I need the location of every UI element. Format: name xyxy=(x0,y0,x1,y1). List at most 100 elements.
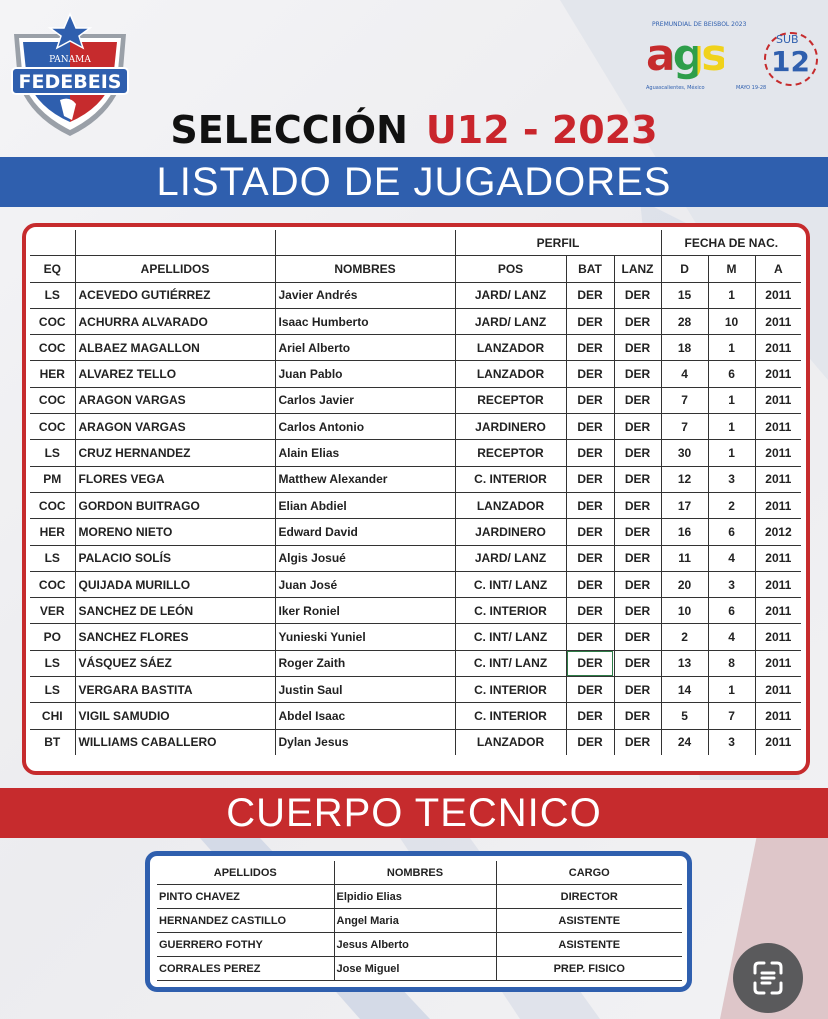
player-row: BT WILLIAMS CABALLERO Dylan Jesus LANZADOR D… xyxy=(30,728,802,755)
player-cell-bat: DER xyxy=(565,307,615,336)
staff-cell-apellidos: PINTO CHAVEZ xyxy=(157,884,335,909)
player-cell-apellidos: CRUZ HERNANDEZ xyxy=(74,439,276,467)
player-cell-lanz: DER xyxy=(613,307,662,336)
player-cell-eq: PO xyxy=(30,623,76,651)
player-cell-apellidos: ACHURRA ALVARADO xyxy=(74,307,276,336)
player-cell-lanz: DER xyxy=(613,334,662,362)
player-cell-pos: LANZADOR xyxy=(454,491,567,520)
player-cell-a: 2011 xyxy=(754,702,802,730)
logo-right-date: MAYO 19-28 xyxy=(736,85,767,91)
player-cell-m: 8 xyxy=(707,649,756,678)
player-cell-a: 2011 xyxy=(754,386,802,415)
player-cell-a: 2011 xyxy=(754,544,802,572)
player-cell-eq: COC xyxy=(30,570,76,599)
staff-cell-cargo: ASISTENTE xyxy=(495,908,682,933)
player-cell-nombres: Yunieski Yuniel xyxy=(274,623,456,651)
blank-header xyxy=(274,230,456,257)
player-row: COC ARAGON VARGAS Carlos Javier RECEPTOR DER… xyxy=(30,386,802,415)
players-banner: LISTADO DE JUGADORES xyxy=(0,157,828,207)
column-header-bat: BAT xyxy=(565,255,615,283)
player-cell-pos: C. INTERIOR xyxy=(454,597,567,625)
column-header-a: A xyxy=(754,255,802,283)
player-cell-nombres: Juan Pablo xyxy=(274,360,456,388)
player-row: COC GORDON BUITRAGO Elian Abdiel LANZADOR DE… xyxy=(30,491,802,520)
player-cell-a: 2011 xyxy=(754,307,802,336)
staff-cell-cargo: DIRECTOR xyxy=(495,884,682,909)
player-cell-m: 3 xyxy=(707,570,756,599)
logo-right-location: Aguascalientes, México xyxy=(646,85,705,91)
player-cell-bat: DER xyxy=(565,281,615,309)
player-cell-pos: C. INT/ LANZ xyxy=(454,570,567,599)
player-cell-m: 7 xyxy=(707,702,756,730)
player-cell-d: 16 xyxy=(660,518,709,546)
player-cell-nombres: Edward David xyxy=(274,518,456,546)
player-cell-m: 3 xyxy=(707,728,756,755)
player-cell-bat: DER xyxy=(565,649,615,678)
player-cell-d: 5 xyxy=(660,702,709,730)
logo-right-badge: SUB xyxy=(776,33,799,46)
player-cell-bat: DER xyxy=(565,702,615,730)
player-cell-nombres: Alain Elias xyxy=(274,439,456,467)
player-cell-d: 14 xyxy=(660,676,709,704)
logo-right-number: 12 xyxy=(771,45,810,78)
player-cell-apellidos: VIGIL SAMUDIO xyxy=(74,702,276,730)
player-cell-nombres: Elian Abdiel xyxy=(274,491,456,520)
player-cell-lanz: DER xyxy=(613,439,662,467)
player-cell-bat: DER xyxy=(565,386,615,415)
players-table-container: PERFIL FECHA DE NAC. EQ APELLIDOS NOMBRES P… xyxy=(22,223,810,775)
logo-right-top-text: PREMUNDIAL DE BEISBOL 2023 xyxy=(652,21,747,28)
player-cell-lanz: DER xyxy=(613,544,662,572)
player-cell-nombres: Carlos Javier xyxy=(274,386,456,415)
column-header-eq: EQ xyxy=(30,255,76,283)
staff-banner: CUERPO TECNICO xyxy=(0,788,828,838)
staff-row: PINTO CHAVEZ Elpidio Elias DIRECTOR xyxy=(157,884,682,909)
staff-header-cargo: CARGO xyxy=(495,861,682,885)
player-cell-d: 12 xyxy=(660,465,709,493)
player-cell-pos: LANZADOR xyxy=(454,728,567,755)
player-row: PM FLORES VEGA Matthew Alexander C. INTERIO… xyxy=(30,465,802,493)
player-row: LS ACEVEDO GUTIÉRREZ Javier Andrés JARD/ LA… xyxy=(30,281,802,309)
player-cell-eq: LS xyxy=(30,281,76,309)
player-cell-apellidos: QUIJADA MURILLO xyxy=(74,570,276,599)
staff-cell-nombres: Jose Miguel xyxy=(333,956,497,981)
player-cell-m: 3 xyxy=(707,465,756,493)
perfil-header: PERFIL xyxy=(454,230,662,257)
player-cell-d: 20 xyxy=(660,570,709,599)
scan-text-button[interactable] xyxy=(733,943,803,1013)
player-cell-lanz: DER xyxy=(613,386,662,415)
column-header-apellidos: APELLIDOS xyxy=(74,255,276,283)
player-cell-a: 2011 xyxy=(754,649,802,678)
player-row: PO SANCHEZ FLORES Yunieski Yuniel C. INT/ L… xyxy=(30,623,802,651)
player-cell-d: 7 xyxy=(660,413,709,441)
player-cell-nombres: Roger Zaith xyxy=(274,649,456,678)
player-cell-pos: C. INTERIOR xyxy=(454,702,567,730)
player-row: VER SANCHEZ DE LEÓN Iker Roniel C. INTERIOR… xyxy=(30,597,802,625)
player-cell-eq: HER xyxy=(30,518,76,546)
staff-row: GUERRERO FOTHY Jesus Alberto ASISTENTE xyxy=(157,932,682,957)
logo-left-top-text: PANAMA xyxy=(49,55,91,65)
player-cell-m: 4 xyxy=(707,544,756,572)
player-cell-apellidos: ALBAEZ MAGALLON xyxy=(74,334,276,362)
player-cell-m: 1 xyxy=(707,281,756,309)
player-cell-pos: JARD/ LANZ xyxy=(454,281,567,309)
player-cell-nombres: Algis Josué xyxy=(274,544,456,572)
player-cell-lanz: DER xyxy=(613,491,662,520)
player-cell-apellidos: PALACIO SOLÍS xyxy=(74,544,276,572)
player-cell-eq: COC xyxy=(30,307,76,336)
player-cell-lanz: DER xyxy=(613,649,662,678)
player-cell-d: 4 xyxy=(660,360,709,388)
player-cell-apellidos: VÁSQUEZ SÁEZ xyxy=(74,649,276,678)
player-cell-eq: COC xyxy=(30,334,76,362)
player-cell-nombres: Justin Saul xyxy=(274,676,456,704)
staff-cell-apellidos: CORRALES PEREZ xyxy=(157,956,335,981)
staff-header-apellidos: APELLIDOS xyxy=(157,861,335,885)
page-title: SELECCIÓN U12 - 2023 xyxy=(0,108,828,152)
player-cell-a: 2012 xyxy=(754,518,802,546)
player-cell-bat: DER xyxy=(565,518,615,546)
player-cell-nombres: Iker Roniel xyxy=(274,597,456,625)
player-cell-nombres: Abdel Isaac xyxy=(274,702,456,730)
staff-cell-apellidos: HERNANDEZ CASTILLO xyxy=(157,908,335,933)
player-cell-m: 1 xyxy=(707,334,756,362)
player-row: COC QUIJADA MURILLO Juan José C. INT/ LANZ D… xyxy=(30,570,802,599)
player-cell-d: 30 xyxy=(660,439,709,467)
